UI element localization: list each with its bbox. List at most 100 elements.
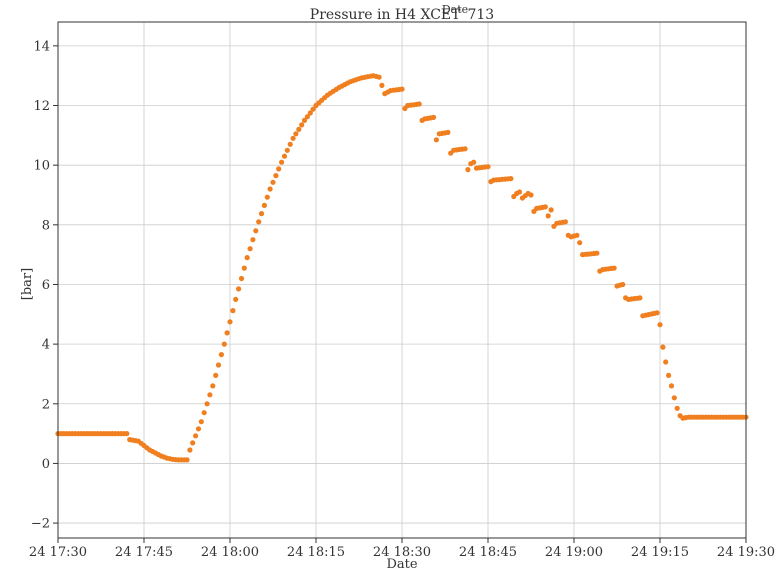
x-tick-label: 24 18:30 — [373, 545, 431, 560]
data-point — [227, 319, 233, 325]
data-point — [276, 166, 282, 172]
y-tick-label: 8 — [42, 218, 50, 233]
y-tick-label: −2 — [31, 517, 50, 532]
data-point — [279, 159, 285, 165]
data-point — [218, 352, 224, 358]
data-point — [574, 232, 580, 238]
data-point — [124, 431, 130, 437]
data-point — [620, 281, 626, 288]
data-point — [528, 192, 534, 198]
y-tick-label: 6 — [42, 278, 50, 293]
data-point — [273, 173, 279, 179]
data-point — [445, 129, 451, 135]
y-tick-label: 2 — [42, 397, 50, 412]
grid-lines — [57, 22, 747, 538]
data-point — [215, 362, 222, 368]
data-points — [55, 73, 749, 463]
data-point — [542, 204, 548, 210]
data-point — [270, 179, 276, 185]
x-tick-label: 24 18:15 — [287, 545, 345, 560]
data-point — [562, 219, 569, 225]
data-point — [261, 202, 267, 208]
data-point — [233, 296, 239, 302]
x-axis-label: Date — [386, 557, 417, 572]
data-point — [577, 240, 583, 246]
y-tick-label: 10 — [33, 159, 50, 174]
data-point — [379, 82, 385, 88]
data-point — [190, 440, 196, 446]
data-point — [471, 159, 477, 165]
data-point — [195, 426, 202, 432]
data-point — [304, 114, 310, 120]
data-point — [201, 410, 207, 416]
y-axis-label: [bar] — [20, 268, 35, 300]
data-point — [281, 153, 288, 159]
data-point — [267, 186, 273, 192]
data-point — [258, 211, 265, 217]
data-point — [293, 131, 299, 137]
data-point — [594, 250, 600, 256]
data-point — [548, 207, 554, 213]
data-point — [184, 457, 190, 463]
chart-title: Pressure in H4 XCET_713 — [310, 7, 494, 23]
data-point — [253, 228, 259, 234]
data-point — [213, 372, 219, 378]
data-point — [663, 359, 669, 365]
data-point — [416, 101, 422, 107]
data-point — [290, 135, 296, 141]
x-tick-label: 24 19:15 — [631, 545, 689, 560]
x-tick-label: 24 17:30 — [29, 545, 87, 560]
data-point — [660, 344, 666, 350]
data-point — [399, 86, 405, 92]
data-point — [193, 433, 199, 439]
y-tick-label: 14 — [33, 39, 50, 54]
data-point — [433, 137, 439, 143]
chart-title-overlay: Date — [442, 3, 468, 16]
data-point — [668, 383, 675, 389]
data-point — [198, 419, 204, 425]
x-tick-label: 24 19:30 — [717, 545, 775, 560]
data-point — [657, 322, 663, 328]
data-point — [236, 286, 242, 292]
data-point — [187, 447, 193, 453]
data-point — [204, 401, 210, 407]
data-point — [611, 265, 617, 271]
data-point — [299, 122, 305, 128]
data-point — [376, 74, 382, 80]
data-point — [671, 395, 677, 401]
data-point — [296, 126, 302, 132]
data-point — [247, 246, 253, 252]
y-tick-label: 4 — [42, 338, 50, 353]
data-point — [301, 117, 308, 123]
data-point — [485, 164, 491, 170]
axis-ticks: 24 17:30 24 17:45 24 18:00 24 18:15 24 18:30… — [29, 39, 775, 560]
data-point — [545, 213, 551, 219]
data-point — [230, 308, 236, 314]
x-tick-label: 24 18:45 — [459, 545, 517, 560]
data-point — [241, 265, 247, 271]
x-tick-label: 24 19:00 — [545, 545, 603, 560]
data-point — [462, 146, 468, 152]
y-tick-label: 0 — [42, 457, 50, 472]
x-tick-label: 24 17:45 — [115, 545, 173, 560]
data-point — [307, 110, 313, 116]
data-point — [264, 194, 270, 200]
data-point — [224, 330, 230, 336]
data-point — [508, 176, 514, 182]
data-point — [244, 255, 250, 261]
data-point — [250, 237, 256, 243]
data-point — [430, 114, 437, 120]
data-point — [256, 219, 262, 225]
data-point — [310, 106, 316, 112]
data-point — [516, 189, 523, 195]
data-point — [210, 383, 216, 389]
data-point — [238, 275, 245, 282]
data-point — [287, 141, 293, 147]
data-point — [674, 405, 680, 411]
data-point — [207, 392, 213, 398]
data-point — [465, 167, 471, 173]
data-point — [637, 295, 643, 301]
y-tick-label: 12 — [33, 99, 50, 114]
data-point — [284, 147, 290, 153]
